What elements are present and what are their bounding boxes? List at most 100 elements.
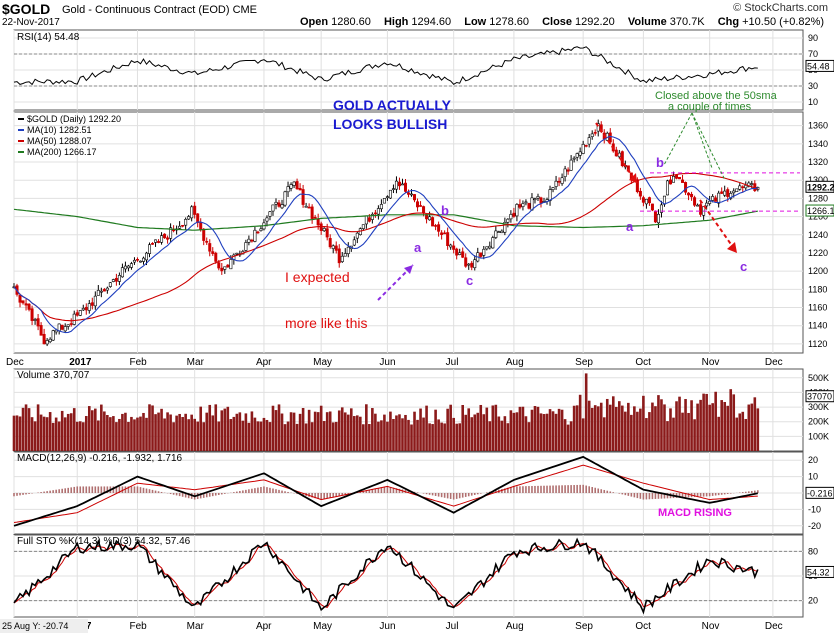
price-candle (256, 231, 260, 234)
price-candle (440, 232, 444, 235)
sto-current-label: 54.32 (807, 567, 830, 577)
volume-bar (660, 399, 663, 451)
price-candle (596, 123, 600, 132)
volume-bar (473, 414, 477, 451)
volume-bar (30, 417, 34, 451)
volume-bar (750, 403, 754, 451)
macd-value-box (805, 486, 834, 499)
price-candle (223, 266, 227, 270)
price-candle (36, 318, 40, 327)
volume-bar (66, 413, 70, 451)
price-candle (659, 204, 663, 213)
price-annotation: b (656, 155, 664, 170)
price-candle (485, 246, 489, 250)
price-candle (199, 222, 203, 230)
macd-signal-line (13, 464, 758, 523)
rsi-value-box (805, 59, 834, 72)
price-candle (714, 197, 718, 202)
volume-bar (545, 413, 549, 451)
price-candle (506, 218, 510, 223)
price-candle (24, 303, 28, 306)
price-candle (27, 303, 31, 310)
price-candle (78, 310, 82, 316)
bottom-x-tick-label: Aug (506, 621, 524, 632)
volume-bar (705, 393, 708, 451)
volume-bar (226, 406, 230, 451)
volume-bar (618, 401, 621, 451)
price-candle (196, 213, 200, 223)
volume-bar (500, 420, 504, 451)
volume-bar (178, 413, 181, 451)
price-candle (120, 267, 124, 278)
volume-bar (106, 414, 109, 451)
price-candle (105, 287, 109, 291)
volume-bar (295, 423, 299, 451)
volume-bar (319, 405, 323, 451)
volume-bar (139, 416, 142, 451)
volume-bar (130, 416, 133, 451)
x-tick-label: Aug (506, 357, 524, 368)
price-candle (530, 197, 534, 211)
chart-header: $GOLD Gold - Continuous Contract (EOD) C… (0, 0, 834, 28)
price-candle (379, 204, 383, 210)
price-candle (367, 217, 371, 222)
volume-bar (452, 417, 455, 451)
volume-bar (425, 405, 428, 451)
price-candle (301, 189, 305, 205)
volume-bar (563, 419, 567, 451)
volume-bar (678, 396, 681, 451)
price-candle (129, 263, 133, 268)
volume-bar (512, 412, 516, 451)
price-candle (355, 232, 359, 239)
price-candle (400, 183, 404, 186)
price-candle (608, 132, 612, 143)
volume-bar (503, 416, 507, 451)
volume-bar (199, 406, 203, 451)
volume-bar (325, 412, 329, 451)
price-annotation: GOLD ACTUALLY (333, 97, 452, 113)
price-candle (382, 198, 386, 204)
volume-bar (377, 421, 380, 451)
last-price-box (805, 180, 834, 193)
price-candle (364, 215, 368, 225)
volume-bar (304, 423, 308, 451)
price-candle (352, 239, 356, 246)
price-annotation: more like this (285, 315, 367, 331)
price-candle (376, 208, 380, 215)
y-tick-label: 20 (808, 455, 818, 465)
price-candle (650, 203, 654, 211)
volume-bar (458, 423, 461, 451)
volume-bar (142, 412, 145, 451)
volume-bar (557, 408, 561, 451)
price-candle (208, 243, 212, 252)
price-candle (370, 214, 374, 220)
price-candle (488, 245, 492, 249)
y-tick-label: 1160 (808, 303, 827, 313)
price-candle (527, 203, 531, 209)
price-candle (428, 216, 432, 221)
rsi-current-label: 54.48 (807, 61, 830, 71)
price-candle (446, 232, 450, 246)
volume-bar (151, 405, 154, 451)
volume-bar (602, 417, 606, 451)
price-candle (328, 238, 332, 248)
legend-entry: MA(200) 1266.17 (27, 147, 97, 157)
volume-bar (572, 405, 576, 451)
price-annotation: I expected (285, 269, 350, 285)
volume-bar (684, 399, 687, 451)
volume-bar (530, 409, 534, 451)
price-candle (431, 217, 435, 227)
volume-bar (437, 419, 440, 451)
price-candle (346, 246, 350, 254)
volume-bar (334, 421, 338, 451)
ohlc-readout: Open 1280.60 High 1294.60 Low 1278.60 Close… (300, 16, 834, 28)
price-candle (539, 197, 543, 204)
price-candle (566, 169, 570, 172)
price-candle (494, 230, 498, 238)
bottom-x-tick-label: Nov (702, 621, 720, 632)
bottom-x-tick-label: Sep (575, 621, 593, 632)
price-candle (653, 210, 657, 223)
volume-bar (485, 407, 489, 451)
last-price-label: 1292.2 (807, 182, 834, 192)
